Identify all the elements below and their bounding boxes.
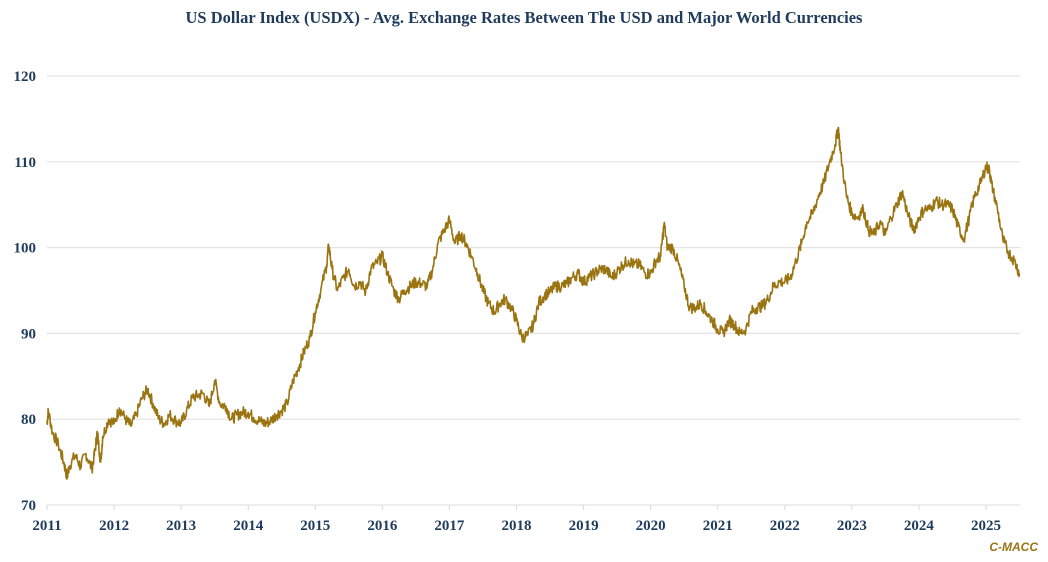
y-tick-label: 120 [14,69,37,85]
source-label: C-MACC [989,540,1038,554]
x-tick-label: 2019 [569,518,599,534]
y-axis: 70 80 90 100 110 120 [14,69,37,514]
x-tick-label: 2018 [502,518,532,534]
x-tick-label: 2016 [367,518,398,534]
y-tick-label: 90 [21,326,36,342]
gridlines [47,75,1020,506]
x-tick-label: 2025 [971,518,1001,534]
x-tick-label: 2014 [233,518,264,534]
x-tick-label: 2013 [166,518,196,534]
x-tick-label: 2017 [434,518,465,534]
x-tick-label: 2011 [32,518,61,534]
chart-title: US Dollar Index (USDX) - Avg. Exchange R… [185,8,863,27]
x-axis: 2011 2012 2013 2014 2015 2016 2017 2018 2019 2020… [32,505,1001,534]
y-tick-label: 80 [21,412,36,428]
y-tick-label: 100 [14,241,37,257]
x-tick-label: 2022 [770,518,800,534]
x-tick-label: 2020 [636,518,666,534]
x-tick-label: 2023 [837,518,867,534]
y-tick-label: 110 [14,155,36,171]
x-tick-label: 2024 [904,518,935,534]
x-tick-label: 2012 [99,518,129,534]
series-group [46,126,1021,480]
x-tick-label: 2021 [703,518,733,534]
series-line-usdx [46,126,1021,480]
x-tick-label: 2015 [300,518,330,534]
y-tick-label: 70 [21,498,36,514]
